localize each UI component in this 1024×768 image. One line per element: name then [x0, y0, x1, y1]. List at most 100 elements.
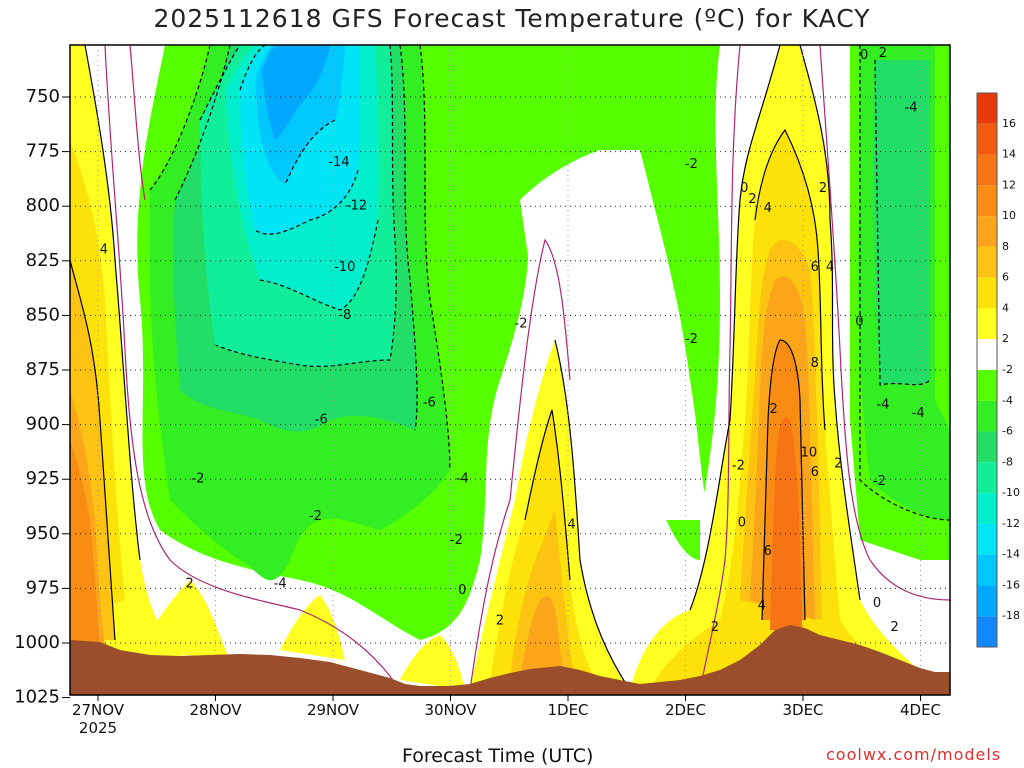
y-tick-label: 975 [26, 577, 60, 598]
contour-label: 2 [879, 46, 887, 61]
y-tick-label: 775 [26, 141, 60, 162]
colorbar-swatch [977, 339, 997, 370]
contour-line [149, 45, 211, 191]
contour-label: -4 [456, 472, 469, 487]
contour-label: 2 [711, 620, 719, 635]
y-tick-label: 1025 [14, 687, 60, 708]
chart-title: 2025112618 GFS Forecast Temperature (ºC)… [153, 4, 871, 33]
contour-label: 0 [458, 583, 466, 598]
x-axis-label: Forecast Time (UTC) [402, 745, 594, 767]
colorbar-label: -10 [1002, 486, 1020, 499]
credit-link[interactable]: coolwx.com/models [826, 745, 1002, 764]
x-tick-label: 27NOV [72, 701, 125, 719]
colorbar-swatch [977, 93, 997, 124]
temperature-fill-region [770, 417, 802, 630]
temperature-fill-region [873, 60, 930, 385]
contour-label: 4 [567, 518, 575, 533]
colorbar-swatch [977, 493, 997, 524]
temperature-fill-region [140, 580, 230, 660]
contour-label: -14 [328, 155, 349, 170]
contour-label: -6 [315, 413, 328, 428]
colorbar-label: 6 [1002, 271, 1009, 284]
temperature-fill-region [70, 440, 100, 650]
contour-label: -2 [450, 533, 463, 548]
x-tick-label: 3DEC [782, 701, 823, 719]
x-tick-label: 4DEC [900, 701, 941, 719]
contour-label: 4 [758, 598, 766, 613]
colorbar-label: -6 [1002, 425, 1013, 438]
colorbar-label: -18 [1002, 609, 1020, 622]
colorbar-label: -12 [1002, 517, 1020, 530]
colorbar-swatch [977, 154, 997, 186]
colorbar-swatch [977, 246, 997, 278]
contour-line [254, 169, 359, 235]
colorbar-swatch [977, 400, 997, 432]
y-tick-label: 1000 [14, 632, 60, 653]
contour-label: -2 [685, 332, 698, 347]
y-tick-label: 950 [26, 523, 60, 544]
contour-label: 8 [811, 356, 819, 371]
x-tick-label: 30NOV [424, 701, 477, 719]
contour-line [754, 128, 826, 431]
contour-label: 0 [873, 596, 881, 611]
temperature-fill-region [262, 45, 330, 140]
colorbar-label: -16 [1002, 578, 1020, 591]
contour-line [469, 238, 571, 691]
colorbar-label: -8 [1002, 455, 1013, 468]
colorbar-label: 16 [1002, 117, 1016, 130]
contour-label: 4 [764, 201, 772, 216]
contour-line [239, 45, 266, 91]
contour-label: -2 [685, 157, 698, 172]
colorbar-swatch [977, 216, 997, 247]
plot-area: 4-14-12-10-8-6-6-4-2-2-42-202-24-2-2-202… [70, 45, 950, 695]
contour-label: -8 [338, 308, 351, 323]
colorbar-swatch [977, 370, 997, 401]
colorbar-label: 14 [1002, 148, 1016, 161]
contour-line [259, 219, 379, 311]
colorbar-label: 4 [1002, 301, 1009, 314]
contour-line [699, 45, 741, 691]
colorbar-label: 8 [1002, 240, 1009, 253]
colorbar-swatch [977, 554, 997, 586]
contour-label: 4 [100, 242, 108, 257]
x-tick-label: 28NOV [189, 701, 242, 719]
contour-line [819, 45, 950, 601]
colorbar-swatch [977, 616, 997, 647]
contour-label: -2 [873, 474, 886, 489]
contour-line [214, 45, 397, 367]
contour-label: -10 [334, 260, 355, 275]
contour-label: -2 [515, 317, 528, 332]
y-tick-label: 875 [26, 359, 60, 380]
contour-label: 2 [769, 402, 777, 417]
contour-label: 4 [826, 260, 834, 275]
colorbar-label: 2 [1002, 332, 1009, 345]
colorbar-label: -2 [1002, 363, 1013, 376]
contour-line [399, 45, 418, 431]
contour-label: 2 [186, 577, 194, 592]
contour-line [104, 45, 401, 691]
x-axis: 27NOV 28NOV 29NOV 30NOV 1DEC 2DEC 3DEC 4DEC 2025 [72, 695, 941, 737]
contour-label: -4 [274, 577, 287, 592]
colorbar-label: -4 [1002, 394, 1013, 407]
y-tick-label: 850 [26, 304, 60, 325]
temperature-fill-region [520, 596, 570, 680]
x-tick-sublabel: 2025 [79, 719, 117, 737]
temperature-fill-region [400, 635, 465, 690]
colorbar-swatch [977, 123, 997, 155]
colorbar-swatch [977, 523, 997, 555]
y-tick-label: 750 [26, 86, 60, 107]
contour-label: 6 [811, 260, 819, 275]
y-tick-label: 800 [26, 195, 60, 216]
contour-line [524, 409, 571, 581]
contour-line [70, 259, 116, 641]
contour-line [554, 339, 631, 691]
temperature-fill-region [510, 510, 575, 680]
x-tick-label: 2DEC [665, 701, 706, 719]
contour-label: -6 [423, 395, 436, 410]
contour-label: 6 [764, 544, 772, 559]
contour-line [284, 119, 336, 186]
contour-label: 0 [860, 48, 868, 63]
contour-line [859, 45, 950, 521]
contour-label: -2 [732, 459, 745, 474]
